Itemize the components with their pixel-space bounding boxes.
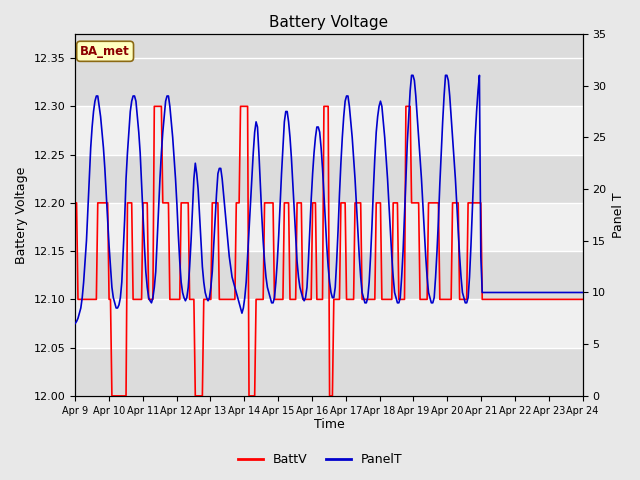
PanelT	[408, 72, 415, 78]
BattV	[135, 297, 143, 302]
Legend: BattV, PanelT: BattV, PanelT	[232, 448, 408, 471]
Line: BattV: BattV	[75, 107, 582, 396]
PanelT	[248, 176, 255, 181]
PanelT	[552, 289, 559, 295]
Bar	[75, 203, 582, 251]
Bar	[75, 300, 582, 348]
BattV	[554, 297, 561, 302]
Bar	[75, 348, 582, 396]
BattV	[296, 200, 304, 206]
PanelT	[134, 114, 141, 120]
BattV	[108, 393, 116, 399]
Text: BA_met: BA_met	[80, 45, 130, 58]
Title: Battery Voltage: Battery Voltage	[269, 15, 388, 30]
BattV	[243, 104, 250, 109]
PanelT	[579, 289, 586, 295]
BattV	[71, 200, 79, 206]
Bar	[75, 58, 582, 107]
PanelT	[71, 321, 79, 326]
Bar	[75, 107, 582, 155]
BattV	[251, 393, 259, 399]
BattV	[225, 297, 233, 302]
Y-axis label: Battery Voltage: Battery Voltage	[15, 166, 28, 264]
PanelT	[293, 259, 301, 264]
BattV	[579, 297, 586, 302]
Y-axis label: Panel T: Panel T	[612, 192, 625, 238]
PanelT	[239, 305, 247, 311]
Bar	[75, 155, 582, 203]
X-axis label: Time: Time	[314, 419, 344, 432]
Line: PanelT: PanelT	[75, 75, 582, 324]
BattV	[150, 104, 158, 109]
Bar	[75, 251, 582, 300]
PanelT	[223, 222, 230, 228]
